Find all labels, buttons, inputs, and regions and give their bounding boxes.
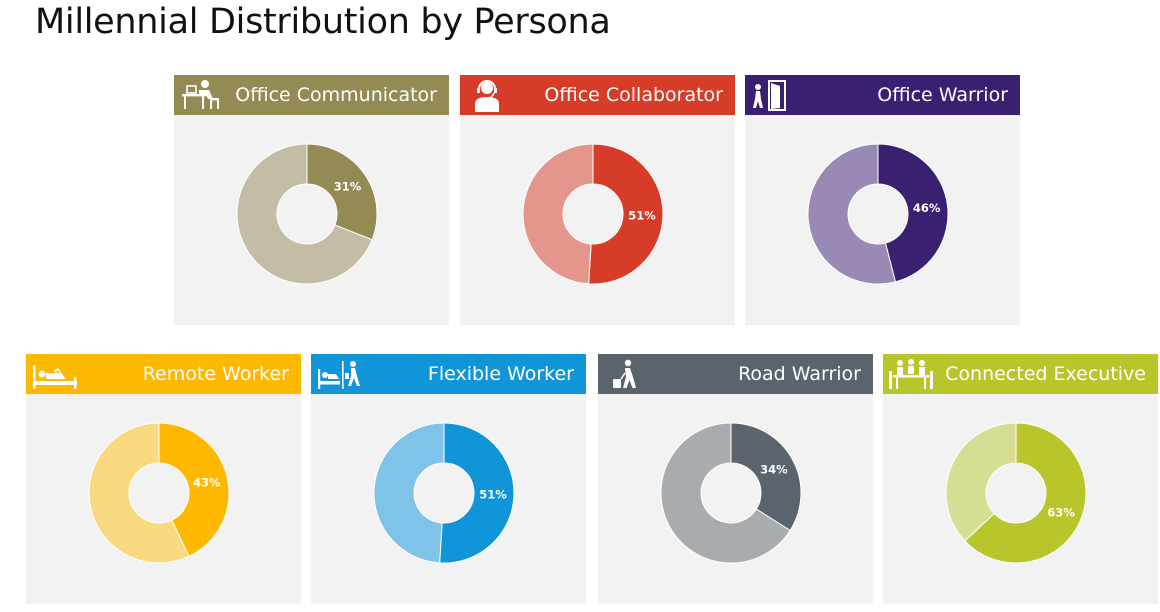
donut-slice-primary (588, 143, 664, 285)
donut-slice-primary (730, 422, 802, 532)
donut-slice-secondary (807, 143, 897, 285)
card-header: Remote Worker (26, 354, 301, 394)
persona-card-remote-worker: Remote Worker 43% (26, 354, 301, 604)
donut-chart: 43% (88, 422, 230, 564)
card-header: Connected Executive (883, 354, 1158, 394)
traveler-suitcase-icon (613, 359, 636, 388)
card-title: Office Communicator (235, 84, 437, 106)
donut-slice-primary (306, 143, 378, 241)
donut-chart: 51% (522, 143, 664, 285)
donut-slice-primary (439, 422, 515, 564)
card-header: Office Collaborator (460, 75, 735, 115)
donut-percent-label: 46% (913, 201, 941, 215)
donut-percent-label: 51% (479, 488, 507, 502)
desk-worker-icon (182, 80, 219, 109)
donut-percent-label: 63% (1047, 505, 1075, 519)
door-exit-icon (753, 80, 786, 111)
persona-card-office-collaborator: Office Collaborator 51% (460, 75, 735, 325)
donut-slice-secondary (236, 143, 373, 285)
donut-slice-primary (158, 422, 230, 558)
donut-slice-secondary (373, 422, 445, 564)
persona-card-office-communicator: Office Communicator 31% (174, 75, 449, 325)
card-title: Flexible Worker (427, 363, 574, 385)
home-and-walking-icon (318, 361, 360, 389)
donut-percent-label: 51% (628, 209, 656, 223)
donut-slice-primary (877, 143, 949, 283)
meeting-table-icon (889, 359, 933, 389)
donut-percent-label: 43% (193, 475, 221, 489)
card-header: Road Warrior (598, 354, 873, 394)
donut-slice-secondary (660, 422, 791, 564)
donut-slice-primary (964, 422, 1087, 564)
card-title: Connected Executive (945, 363, 1146, 385)
card-header: Office Communicator (174, 75, 449, 115)
card-title: Road Warrior (738, 363, 861, 385)
persona-card-connected-executive: Connected Executive 63% (883, 354, 1158, 604)
page-title: Millennial Distribution by Persona (35, 2, 611, 42)
donut-chart: 34% (660, 422, 802, 564)
donut-percent-label: 31% (334, 179, 362, 193)
donut-slice-secondary (88, 422, 190, 564)
donut-slice-secondary (945, 422, 1017, 542)
card-title: Remote Worker (142, 363, 289, 385)
headset-worker-icon (475, 80, 499, 112)
bed-laptop-icon (33, 365, 77, 389)
card-title: Office Collaborator (544, 84, 723, 106)
persona-card-flexible-worker: Flexible Worker 51% (311, 354, 586, 604)
persona-card-road-warrior: Road Warrior 34% (598, 354, 873, 604)
donut-chart: 63% (945, 422, 1087, 564)
card-title: Office Warrior (877, 84, 1008, 106)
card-header: Office Warrior (745, 75, 1020, 115)
donut-slice-secondary (522, 143, 594, 285)
card-header: Flexible Worker (311, 354, 586, 394)
donut-chart: 31% (236, 143, 378, 285)
donut-chart: 51% (373, 422, 515, 564)
donut-percent-label: 34% (760, 462, 788, 476)
persona-card-office-warrior: Office Warrior 46% (745, 75, 1020, 325)
donut-chart: 46% (807, 143, 949, 285)
